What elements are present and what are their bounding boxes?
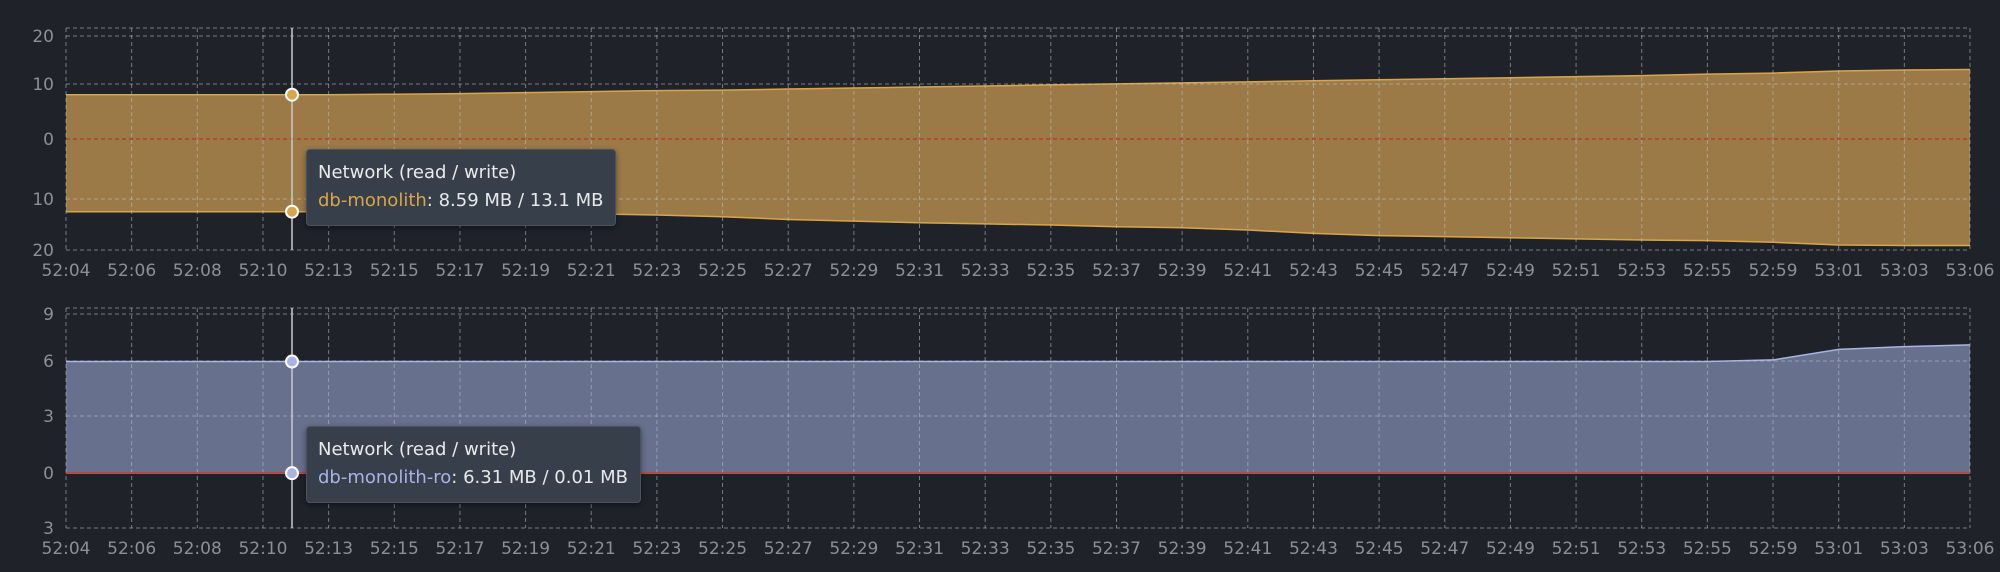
x-tick-label: 52:29 bbox=[829, 539, 878, 559]
x-tick-label: 52:25 bbox=[698, 539, 747, 559]
series-read-line-db-monolith-ro bbox=[66, 344, 1971, 363]
x-tick-label: 52:45 bbox=[1355, 261, 1404, 281]
x-tick-label: 52:10 bbox=[238, 539, 287, 559]
x-tick-label: 52:13 bbox=[304, 261, 353, 281]
x-tick-label: 52:39 bbox=[1158, 261, 1207, 281]
x-tick-label: 52:49 bbox=[1486, 261, 1535, 281]
x-tick-label: 52:45 bbox=[1355, 539, 1404, 559]
x-tick-label: 53:06 bbox=[1946, 539, 1995, 559]
x-tick-label: 52:59 bbox=[1749, 261, 1798, 281]
x-tick-label: 52:47 bbox=[1420, 261, 1469, 281]
x-tick-label: 52:47 bbox=[1420, 539, 1469, 559]
x-tick-label: 52:53 bbox=[1617, 539, 1666, 559]
x-tick-label: 52:19 bbox=[501, 261, 550, 281]
x-tick-label: 52:43 bbox=[1289, 539, 1338, 559]
x-tick-label: 53:01 bbox=[1814, 261, 1863, 281]
x-tick-label: 52:19 bbox=[501, 539, 550, 559]
x-tick-label: 52:59 bbox=[1749, 539, 1798, 559]
y-tick-label: 20 bbox=[32, 27, 54, 47]
x-tick-label: 52:25 bbox=[698, 261, 747, 281]
x-tick-label: 52:29 bbox=[829, 261, 878, 281]
x-tick-label: 52:17 bbox=[435, 539, 484, 559]
x-tick-label: 52:53 bbox=[1617, 261, 1666, 281]
x-tick-label: 52:51 bbox=[1552, 261, 1601, 281]
x-tick-label: 52:39 bbox=[1158, 539, 1207, 559]
x-tick-label: 52:06 bbox=[107, 261, 156, 281]
x-tick-label: 52:23 bbox=[632, 261, 681, 281]
tooltip-value-line: db-monolith-ro: 6.31 MB / 0.01 MB bbox=[318, 464, 628, 492]
x-tick-label: 52:31 bbox=[895, 539, 944, 559]
x-tick-label: 52:49 bbox=[1486, 539, 1535, 559]
y-tick-label: 0 bbox=[43, 130, 54, 150]
hover-point-write bbox=[285, 466, 299, 481]
y-tick-label: 10 bbox=[32, 190, 54, 210]
x-tick-label: 52:17 bbox=[435, 261, 484, 281]
x-tick-label: 52:15 bbox=[370, 539, 419, 559]
y-tick-label: 9 bbox=[43, 305, 54, 325]
tooltip-title: Network (read / write) bbox=[318, 439, 517, 460]
y-tick-label: 6 bbox=[43, 352, 54, 372]
tooltip-db-monolith: Network (read / write) db-monolith: 8.59… bbox=[306, 149, 617, 226]
hover-point-write bbox=[285, 204, 299, 219]
x-tick-label: 52:08 bbox=[173, 261, 222, 281]
x-tick-label: 52:51 bbox=[1552, 539, 1601, 559]
x-tick-label: 52:31 bbox=[895, 261, 944, 281]
x-tick-label: 52:43 bbox=[1289, 261, 1338, 281]
x-tick-label: 52:08 bbox=[173, 539, 222, 559]
x-tick-label: 52:41 bbox=[1223, 261, 1272, 281]
y-tick-label: 10 bbox=[32, 75, 54, 95]
tooltip-value: : 8.59 MB / 13.1 MB bbox=[426, 190, 604, 211]
series-read-line-db-monolith bbox=[66, 68, 1971, 96]
x-tick-label: 52:04 bbox=[42, 261, 91, 281]
x-tick-label: 52:21 bbox=[567, 539, 616, 559]
hover-point-read bbox=[285, 354, 299, 369]
x-tick-label: 52:23 bbox=[632, 539, 681, 559]
tooltip-db-monolith-ro: Network (read / write) db-monolith-ro: 6… bbox=[306, 426, 641, 503]
x-tick-label: 52:37 bbox=[1092, 261, 1141, 281]
x-tick-label: 52:35 bbox=[1026, 261, 1075, 281]
x-tick-label: 52:55 bbox=[1683, 261, 1732, 281]
x-tick-label: 53:03 bbox=[1880, 539, 1929, 559]
x-tick-label: 53:03 bbox=[1880, 261, 1929, 281]
x-tick-label: 52:27 bbox=[764, 539, 813, 559]
tooltip-title: Network (read / write) bbox=[318, 162, 517, 183]
x-tick-label: 52:37 bbox=[1092, 539, 1141, 559]
y-tick-label: 20 bbox=[32, 241, 54, 261]
x-tick-label: 52:06 bbox=[107, 539, 156, 559]
x-tick-label: 52:13 bbox=[304, 539, 353, 559]
x-tick-label: 52:10 bbox=[238, 261, 287, 281]
tooltip-value: : 6.31 MB / 0.01 MB bbox=[451, 467, 628, 488]
x-tick-label: 52:41 bbox=[1223, 539, 1272, 559]
x-tick-label: 52:33 bbox=[961, 261, 1010, 281]
x-tick-label: 52:33 bbox=[961, 539, 1010, 559]
x-tick-label: 53:01 bbox=[1814, 539, 1863, 559]
tooltip-value-line: db-monolith: 8.59 MB / 13.1 MB bbox=[318, 187, 603, 215]
y-tick-label: 0 bbox=[43, 464, 54, 484]
hover-point-read bbox=[285, 87, 299, 102]
x-tick-label: 52:15 bbox=[370, 261, 419, 281]
tooltip-series-label: db-monolith-ro bbox=[318, 467, 452, 488]
x-tick-label: 53:06 bbox=[1946, 261, 1995, 281]
x-tick-label: 52:35 bbox=[1026, 539, 1075, 559]
y-tick-label: 3 bbox=[43, 407, 54, 427]
x-tick-label: 52:21 bbox=[567, 261, 616, 281]
x-tick-label: 52:04 bbox=[42, 539, 91, 559]
y-tick-label: 3 bbox=[43, 519, 54, 539]
x-tick-label: 52:27 bbox=[764, 261, 813, 281]
tooltip-series-label: db-monolith bbox=[318, 190, 427, 211]
x-tick-label: 52:55 bbox=[1683, 539, 1732, 559]
